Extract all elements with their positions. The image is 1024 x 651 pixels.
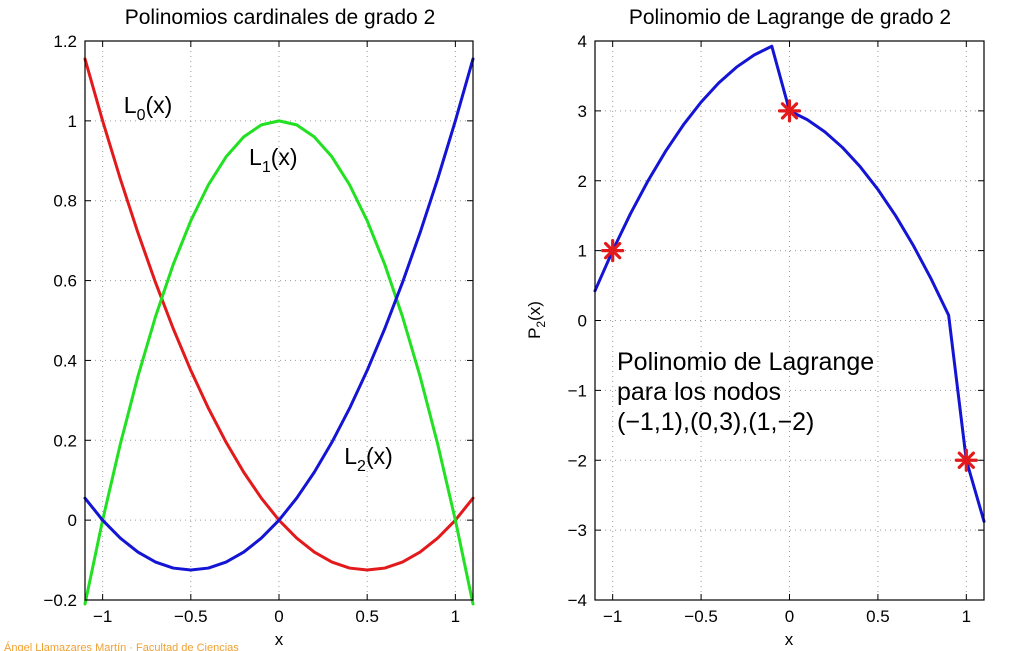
y-axis-label: P2(x) xyxy=(525,301,548,339)
y-tick-label: −4 xyxy=(568,591,587,610)
y-axis-label-rest: (x) xyxy=(525,301,544,321)
x-tick-label: 0.5 xyxy=(866,607,890,626)
y-axis-label-sub: 2 xyxy=(534,321,548,328)
node-marker xyxy=(777,99,802,123)
x-tick-label: −1 xyxy=(603,607,622,626)
chart-title: Polinomios cardinales de grado 2 xyxy=(125,6,436,29)
y-tick-label: 3 xyxy=(578,102,587,121)
x-tick-label: 1 xyxy=(962,607,971,626)
chart-annotation-line: Polinomio de Lagrange xyxy=(617,348,874,376)
y-tick-label: −2 xyxy=(568,451,587,470)
series-line-l2x xyxy=(83,57,475,572)
y-tick-label: 1.2 xyxy=(53,32,77,51)
y-tick-label: 0.6 xyxy=(53,272,77,291)
y-tick-label: −3 xyxy=(568,521,587,540)
y-tick-label: 1 xyxy=(68,112,77,131)
node-marker xyxy=(954,448,978,472)
x-tick-label: −0.5 xyxy=(684,607,718,626)
node-marker xyxy=(601,239,625,263)
y-axis-label-base: P xyxy=(525,328,544,339)
series-line-l1x xyxy=(83,119,475,606)
x-tick-label: 0.5 xyxy=(355,607,379,626)
y-tick-label: −0.2 xyxy=(43,591,77,610)
x-tick-label: −1 xyxy=(93,607,112,626)
y-tick-label: 4 xyxy=(578,32,587,51)
x-tick-label: 1 xyxy=(451,607,460,626)
x-tick-label: 0 xyxy=(274,607,283,626)
lagrange-polynomial-chart: Polinomio de Lagrange de grado 2 −1 −0.5 0… xyxy=(525,6,986,649)
y-tick-label: −1 xyxy=(568,381,587,400)
chart-annotation-line: para los nodos xyxy=(617,378,781,406)
x-tick-label: 0 xyxy=(785,607,794,626)
y-tick-label: 1 xyxy=(578,242,587,261)
curve-label: L1(x) xyxy=(249,144,298,176)
y-tick-label: 0.8 xyxy=(53,192,77,211)
x-axis-label: x xyxy=(275,630,284,649)
y-tick-label: 0 xyxy=(578,312,587,331)
y-tick-label: 0 xyxy=(68,511,77,530)
chart-annotation-line: (−1,1),(0,3),(1,−2) xyxy=(617,408,814,436)
y-tick-label: 0.4 xyxy=(53,351,77,370)
footer-watermark: Ángel Llamazares Martín · Facultad de Ci… xyxy=(4,641,239,651)
y-tick-label: 2 xyxy=(578,172,587,191)
x-axis-label: x xyxy=(785,630,794,649)
series-line-l0x xyxy=(83,57,475,572)
cardinal-polynomials-chart: Polinomios cardinales de grado 2 −1 −0.5 0… xyxy=(43,6,475,649)
x-tick-label: −0.5 xyxy=(174,607,208,626)
chart-title: Polinomio de Lagrange de grado 2 xyxy=(629,6,951,29)
curve-label: L0(x) xyxy=(124,92,173,124)
y-tick-label: 0.2 xyxy=(53,431,77,450)
curve-label: L2(x) xyxy=(344,443,393,475)
